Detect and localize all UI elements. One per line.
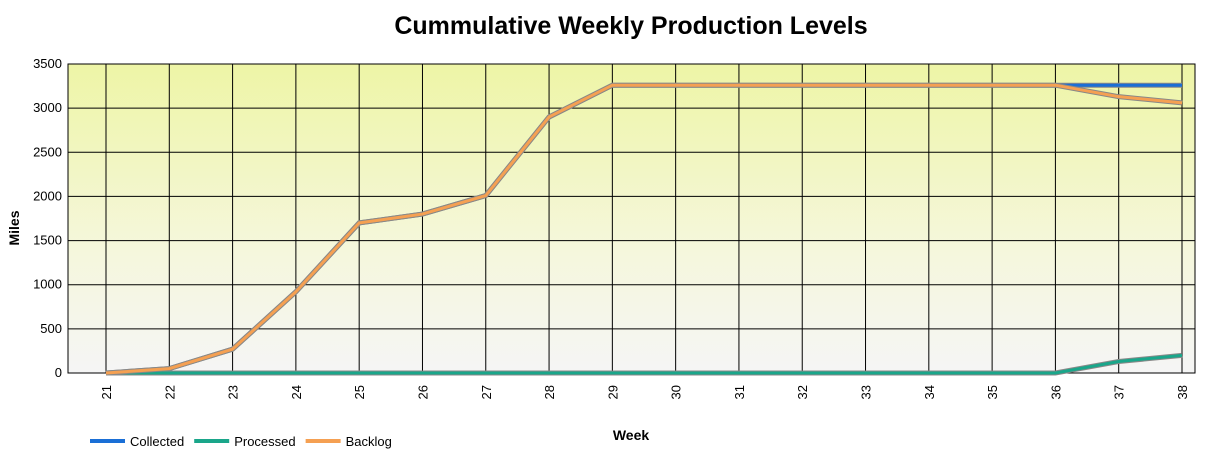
series-line [105, 83, 1183, 375]
x-tick-label: 21 [99, 385, 114, 399]
x-tick-label: 30 [669, 385, 684, 399]
plot-area [67, 63, 1196, 374]
y-axis-label: Miles [6, 210, 22, 245]
x-tick-label: 27 [479, 385, 494, 399]
y-tick-label: 3500 [33, 56, 62, 71]
x-tick-label: 38 [1175, 385, 1190, 399]
x-tick-label: 35 [985, 385, 1000, 399]
series-line [106, 353, 1183, 375]
y-tick-label: 3000 [33, 100, 62, 115]
y-tick-label: 1000 [33, 277, 62, 292]
x-tick-label: 36 [1048, 385, 1063, 399]
x-tick-label: 26 [415, 385, 430, 399]
legend-label: Backlog [346, 434, 392, 449]
chart-title: Cummulative Weekly Production Levels [394, 12, 867, 40]
legend-label: Collected [130, 434, 184, 449]
x-tick-label: 34 [922, 385, 937, 399]
x-tick-label: 28 [542, 385, 557, 399]
x-tick-label: 29 [605, 385, 620, 399]
x-tick-label: 25 [352, 385, 367, 399]
y-tick-label: 500 [40, 321, 62, 336]
y-tick-label: 2500 [33, 144, 62, 159]
x-tick-label: 37 [1112, 385, 1127, 399]
x-tick-label: 32 [795, 385, 810, 399]
x-axis-label: Week [613, 427, 650, 443]
y-tick-label: 2000 [33, 188, 62, 203]
x-tick-label: 24 [289, 385, 304, 399]
y-tick-label: 1500 [33, 233, 62, 248]
x-tick-label: 33 [859, 385, 874, 399]
x-tick-label: 23 [226, 385, 241, 399]
x-tick-label: 22 [162, 385, 177, 399]
legend-label: Processed [234, 434, 295, 449]
x-tick-label: 31 [732, 385, 747, 399]
y-tick-label: 0 [55, 365, 62, 380]
